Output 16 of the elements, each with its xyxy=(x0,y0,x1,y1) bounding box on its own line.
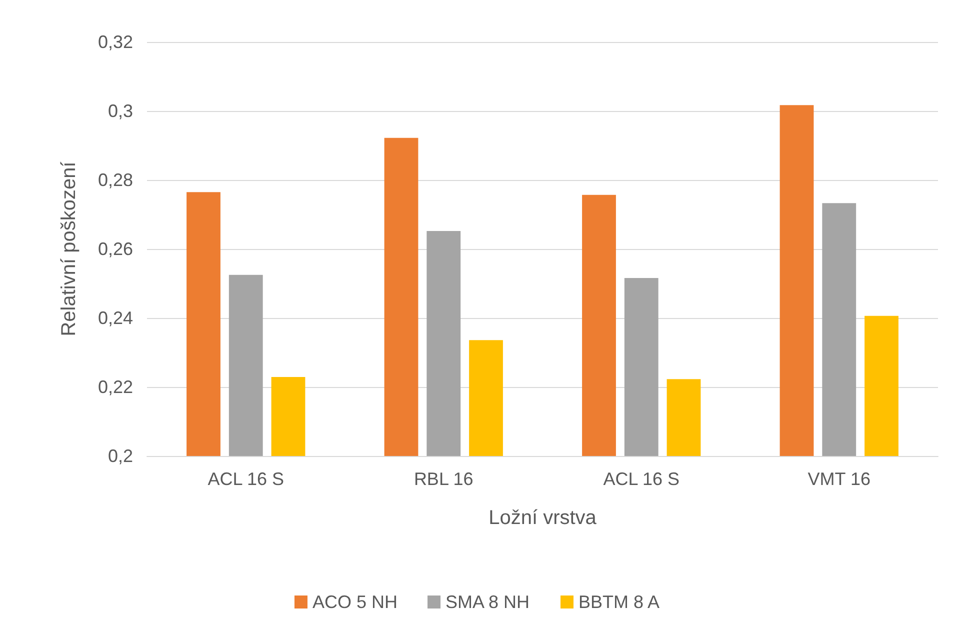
x-tick-label: ACL 16 S xyxy=(603,469,680,489)
y-axis-title: Relativní poškození xyxy=(58,161,80,336)
legend-label: SMA 8 NH xyxy=(445,592,530,612)
x-tick-label: VMT 16 xyxy=(808,469,870,489)
y-tick-label: 0,28 xyxy=(98,170,133,190)
y-tick-label: 0,26 xyxy=(98,239,133,259)
x-tick-label: RBL 16 xyxy=(414,469,474,489)
legend-label: BBTM 8 A xyxy=(578,592,660,612)
x-axis-title: Ložní vrstva xyxy=(488,507,598,529)
legend-label: ACO 5 NH xyxy=(312,592,398,612)
y-tick-label: 0,32 xyxy=(98,32,133,52)
y-tick-label: 0,3 xyxy=(108,101,133,121)
x-tick-label: ACL 16 S xyxy=(208,469,284,489)
y-tick-label: 0,22 xyxy=(98,377,133,397)
y-tick-label: 0,2 xyxy=(108,446,133,466)
y-tick-label: 0,24 xyxy=(98,308,133,328)
